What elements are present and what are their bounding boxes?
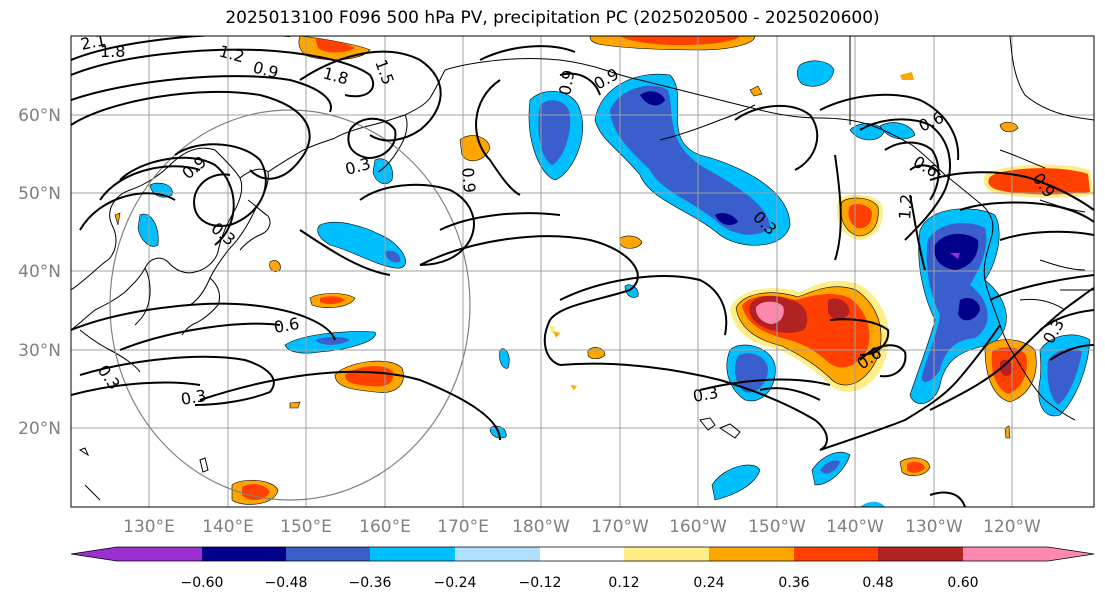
colorbar-segment xyxy=(709,547,794,561)
lat-label: 30°N xyxy=(18,341,61,361)
colorbar-extend-max xyxy=(1048,547,1094,561)
contour-label: 0.9 xyxy=(458,167,479,194)
colorbar-segment xyxy=(794,547,878,561)
contour-label: 1.8 xyxy=(100,42,125,61)
colorbar-tick-label: −0.12 xyxy=(519,575,562,591)
lon-label: 150°E xyxy=(280,517,332,537)
lon-label: 180°W xyxy=(512,517,570,537)
contour-label: 0.6 xyxy=(272,314,300,337)
lon-label: 160°W xyxy=(669,517,727,537)
longitude-labels: 130°E 140°E 150°E 160°E 170°E 180°W 170°… xyxy=(123,517,1041,537)
lat-label: 50°N xyxy=(18,184,61,204)
colorbar-tick-label: −0.36 xyxy=(349,575,392,591)
pv-contours xyxy=(71,36,1094,507)
colorbar-tick-label: −0.48 xyxy=(265,575,308,591)
colorbar-segment xyxy=(624,547,709,561)
lon-label: 170°E xyxy=(437,517,489,537)
lat-label: 20°N xyxy=(18,419,61,439)
colorbar-segment xyxy=(540,547,624,561)
contour-label: 0.3 xyxy=(179,386,207,409)
lat-label: 60°N xyxy=(18,106,61,126)
contour-label: 0.9 xyxy=(555,68,578,96)
colorbar-tick-label: 0.36 xyxy=(778,575,809,591)
lon-label: 140°E xyxy=(202,517,254,537)
lon-label: 120°W xyxy=(983,517,1041,537)
lat-label: 40°N xyxy=(18,262,61,282)
colorbar-tick-label: 0.60 xyxy=(947,575,978,591)
colorbar-tick-label: −0.24 xyxy=(434,575,477,591)
map-frame xyxy=(70,35,1095,508)
colorbar-segment xyxy=(878,547,963,561)
lon-label: 140°W xyxy=(826,517,884,537)
colorbar-segment xyxy=(286,547,370,561)
colorbar-tick-label: 0.12 xyxy=(608,575,639,591)
radius-circle xyxy=(109,109,471,501)
lon-label: 150°W xyxy=(748,517,806,537)
colorbar-tick-label: 0.48 xyxy=(862,575,893,591)
map-area: 2.1 1.8 1.2 0.9 1.8 1.5 0.9 0.9 0.3 0.9 … xyxy=(71,30,1094,507)
colorbar: −0.60 −0.48 −0.36 −0.24 −0.12 0.12 0.24 … xyxy=(70,546,1095,591)
colorbar-outline xyxy=(70,546,1095,562)
contour-label: 2.1 xyxy=(79,30,108,54)
colorbar-extend-min xyxy=(71,547,117,561)
colorbar-segments xyxy=(70,546,1095,562)
colorbar-segment xyxy=(963,547,1048,561)
contour-label: 0.3 xyxy=(691,383,719,406)
colorbar-ticks: −0.60 −0.48 −0.36 −0.24 −0.12 0.12 0.24 … xyxy=(181,575,979,591)
map-title: 2025013100 F096 500 hPa PV, precipitatio… xyxy=(225,8,880,28)
contour-label: 1.2 xyxy=(895,193,916,220)
colorbar-segment xyxy=(370,547,455,561)
colorbar-tick-label: 0.24 xyxy=(693,575,724,591)
colorbar-segment xyxy=(202,547,286,561)
lon-label: 160°E xyxy=(359,517,411,537)
colorbar-tick-label: −0.60 xyxy=(181,575,224,591)
lon-label: 130°E xyxy=(123,517,175,537)
lon-label: 130°W xyxy=(905,517,963,537)
colorbar-segment xyxy=(117,547,202,561)
latitude-labels: 60°N 50°N 40°N 30°N 20°N xyxy=(18,106,61,439)
colorbar-segment xyxy=(455,547,540,561)
lon-label: 170°W xyxy=(591,517,649,537)
